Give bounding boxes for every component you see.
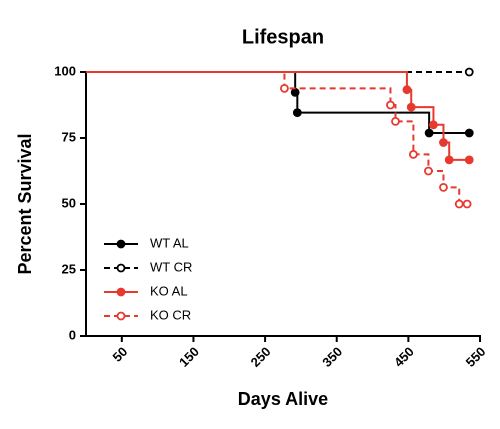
- marker: [290, 87, 300, 97]
- legend-label: KO AL: [150, 283, 188, 298]
- x-tick-label: 250: [248, 344, 274, 370]
- marker: [439, 138, 448, 147]
- y-tick-label: 25: [62, 261, 76, 276]
- marker: [280, 83, 289, 93]
- marker: [464, 128, 474, 138]
- marker: [391, 116, 400, 126]
- marker: [462, 199, 472, 209]
- marker: [116, 239, 126, 249]
- marker: [292, 108, 302, 118]
- y-tick-label: 75: [62, 129, 76, 144]
- legend-label: WT AL: [150, 235, 189, 250]
- marker: [116, 287, 126, 297]
- marker: [444, 155, 454, 165]
- legend-label: KO CR: [150, 307, 191, 322]
- marker: [406, 102, 416, 112]
- marker: [402, 85, 412, 95]
- marker: [408, 149, 418, 159]
- x-tick-label: 150: [176, 344, 202, 370]
- marker: [464, 67, 474, 77]
- survival-line: [86, 71, 468, 205]
- legend-label: WT CR: [150, 259, 192, 274]
- x-tick-label: 50: [110, 344, 131, 365]
- x-tick-label: 450: [391, 344, 417, 370]
- y-axis-title: Percent Survival: [15, 133, 35, 274]
- marker: [386, 100, 395, 110]
- marker: [424, 128, 434, 138]
- x-axis-title: Days Alive: [238, 389, 328, 409]
- x-tick-label: 350: [319, 344, 345, 370]
- survival-line: [86, 71, 470, 161]
- y-tick-label: 50: [62, 195, 76, 210]
- y-tick-label: 0: [69, 327, 76, 342]
- chart-title: Lifespan: [242, 26, 324, 48]
- marker: [464, 155, 474, 165]
- y-tick-label: 100: [54, 63, 76, 78]
- marker: [116, 311, 126, 321]
- x-tick-label: 550: [463, 344, 489, 370]
- marker: [439, 182, 448, 192]
- marker: [454, 199, 464, 209]
- marker: [424, 166, 433, 176]
- marker: [116, 263, 126, 273]
- marker: [429, 120, 438, 130]
